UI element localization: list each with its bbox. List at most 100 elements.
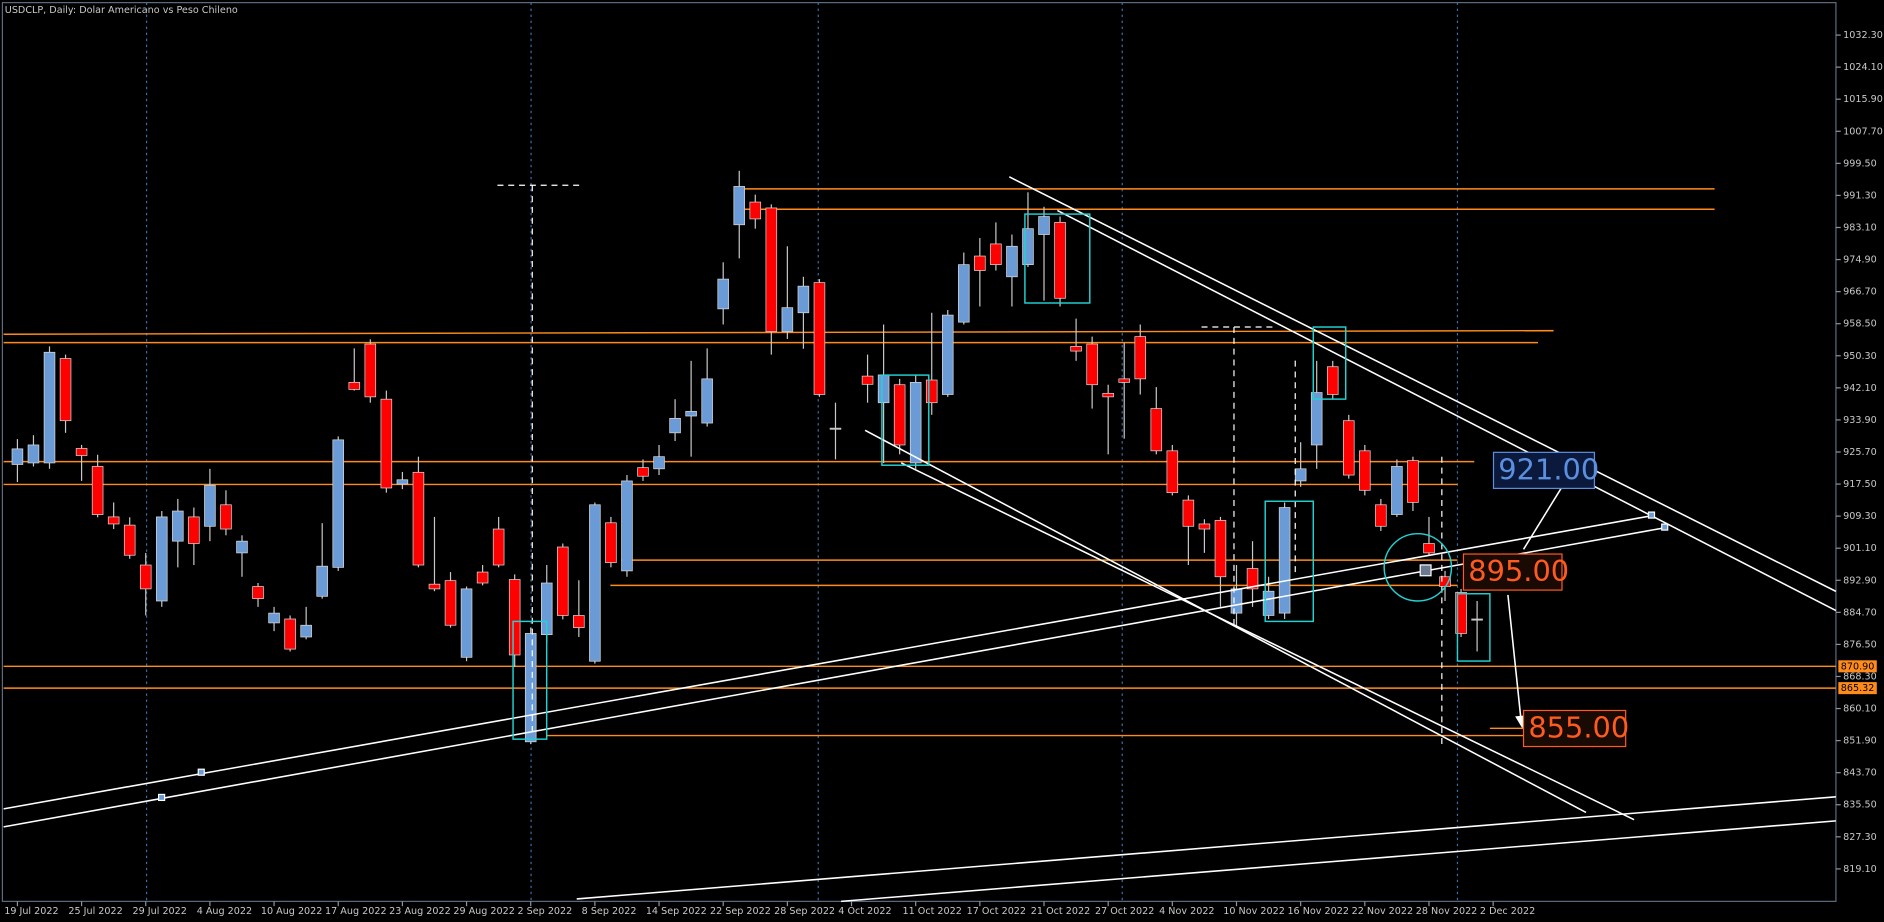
candle-body — [573, 615, 585, 628]
annotation-label: 855.00 — [1528, 711, 1629, 745]
candle-body — [1326, 366, 1339, 395]
trendline — [3, 526, 1666, 828]
price-marker-label: 870.90 — [1841, 661, 1875, 672]
candle-body — [733, 186, 746, 226]
candle-body — [1375, 504, 1387, 527]
highlight-box — [1456, 593, 1491, 662]
highlight-circle — [1383, 532, 1453, 602]
y-tick-label: 999.50 — [1843, 158, 1877, 169]
anchor-point — [1647, 511, 1656, 519]
candle-body — [268, 612, 280, 624]
candle-body — [300, 624, 312, 638]
price-marker-lines — [3, 665, 1836, 689]
candle-body — [1038, 216, 1050, 235]
candle-body — [1230, 588, 1243, 614]
candle-body — [43, 351, 56, 464]
candle-body — [1086, 343, 1098, 386]
y-tick-label: 917.50 — [1843, 479, 1877, 490]
x-tick-label: 11 Oct 2022 — [902, 906, 961, 917]
candle-body — [1118, 378, 1130, 383]
candle-body — [380, 398, 393, 489]
candle-body — [813, 282, 826, 395]
anchor-point — [197, 768, 205, 776]
x-tick-label: 10 Nov 2022 — [1223, 906, 1285, 917]
y-tick-label: 966.70 — [1843, 287, 1877, 298]
candle-body — [990, 243, 1002, 266]
candle-body — [1022, 228, 1034, 266]
candle-body — [11, 448, 24, 465]
candle-body — [444, 580, 457, 626]
candle-body — [1391, 466, 1403, 515]
x-tick-label: 19 Jul 2022 — [4, 906, 58, 917]
candle-body — [925, 379, 938, 404]
y-tick-label: 835.50 — [1843, 800, 1877, 811]
annotation-box — [1462, 553, 1563, 591]
candle-body — [91, 466, 104, 515]
x-tick-label: 14 Sep 2022 — [646, 906, 707, 917]
annotation-box — [1522, 709, 1627, 748]
candle-body — [492, 528, 505, 566]
price-axis: 1032.30 1024.10 1015.90 1007.70 999.50 991.30… — [4, 30, 1883, 917]
candle-body — [172, 510, 184, 542]
candle-body — [749, 201, 762, 220]
candle-body — [893, 384, 906, 446]
candle-body — [1182, 499, 1195, 527]
x-tick-label: 27 Oct 2022 — [1095, 906, 1154, 917]
highlight-box — [512, 620, 548, 740]
x-tick-label: 29 Jul 2022 — [133, 906, 187, 917]
trendline — [900, 462, 1635, 821]
candle-body — [1198, 523, 1211, 530]
candle-body — [59, 358, 72, 422]
arrow — [1507, 594, 1522, 722]
annotation-box — [1492, 451, 1596, 489]
candle-body — [220, 504, 232, 530]
candle-body — [204, 484, 216, 527]
x-tick-label: 2 Sep 2022 — [517, 906, 572, 917]
candle-body — [476, 571, 489, 584]
x-tick-label: 21 Oct 2022 — [1031, 906, 1090, 917]
candle-body — [717, 278, 729, 310]
candle-body — [508, 579, 521, 656]
candle-body — [941, 314, 954, 395]
y-tick-label: 827.30 — [1843, 832, 1877, 843]
candle-body — [829, 427, 842, 430]
highlight-boxes — [512, 213, 1491, 740]
x-tick-label: 29 Aug 2022 — [453, 906, 515, 917]
x-tick-label: 22 Sep 2022 — [710, 906, 771, 917]
candle-body — [1310, 392, 1323, 446]
candle-body — [1294, 468, 1307, 482]
y-tick-label: 843.70 — [1843, 768, 1877, 779]
candle-body — [27, 444, 40, 464]
highlight-box — [881, 374, 930, 466]
x-tick-label: 4 Aug 2022 — [197, 906, 252, 917]
candle-body — [348, 382, 361, 390]
candle-body — [107, 516, 120, 525]
candle-body — [685, 410, 697, 417]
candle-body — [1455, 592, 1467, 634]
x-tick-label: 4 Oct 2022 — [838, 906, 891, 917]
y-tick-label: 942.10 — [1843, 383, 1877, 394]
y-tick-label: 925.70 — [1843, 447, 1877, 458]
arrow — [1522, 476, 1569, 550]
x-tick-label: 8 Sep 2022 — [582, 906, 637, 917]
price-marker-box — [1838, 660, 1877, 673]
trendline — [1008, 176, 1837, 593]
y-tick-label: 884.70 — [1843, 607, 1877, 618]
candle-body — [1343, 420, 1355, 476]
candle-body — [605, 522, 617, 564]
candle-body — [637, 467, 649, 477]
y-tick-label: 876.50 — [1843, 639, 1877, 650]
candle-body — [460, 588, 473, 658]
candle-body — [1134, 336, 1147, 380]
candle-body — [139, 564, 152, 590]
x-tick-label: 4 Nov 2022 — [1159, 906, 1214, 917]
candle-body — [1166, 450, 1179, 494]
y-tick-label: 851.90 — [1843, 736, 1877, 747]
y-tick-label: 1015.90 — [1843, 94, 1883, 105]
candle-body — [524, 633, 537, 743]
candle-body — [396, 479, 409, 485]
candle-body — [1262, 590, 1275, 616]
x-tick-label: 2 Dec 2022 — [1480, 906, 1535, 917]
